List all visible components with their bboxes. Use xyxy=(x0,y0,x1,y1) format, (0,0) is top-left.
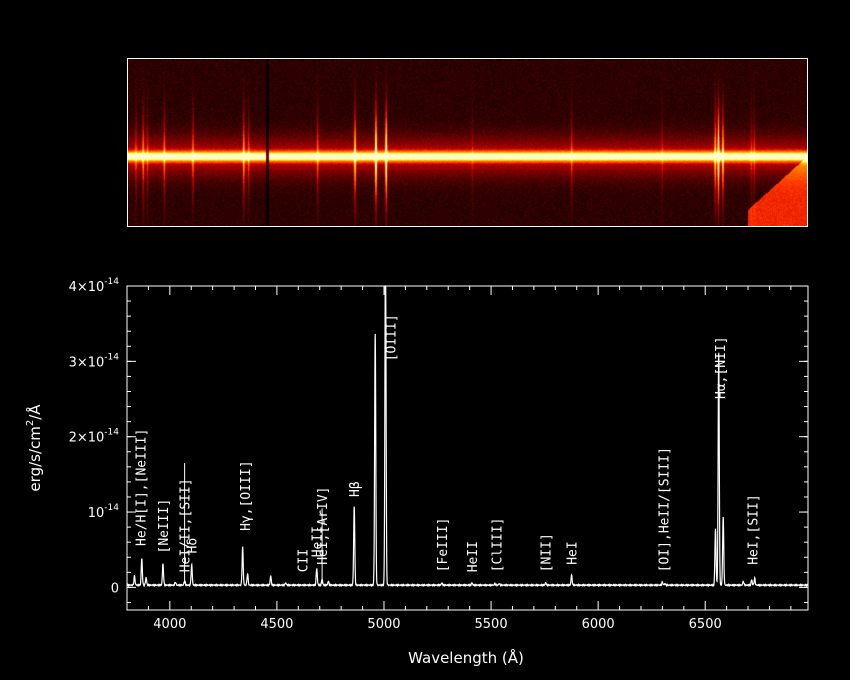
x-tick-label: 5500 xyxy=(475,617,508,632)
line-annotation: [ClIII] xyxy=(490,518,505,573)
line-annotation: Hγ,[OIII] xyxy=(239,460,254,530)
2d-spectrum-image xyxy=(127,58,808,227)
line-annotation: Hδ xyxy=(186,538,201,554)
axis-ticks: 4000 4500 5000 5500 6000 6500 0 10-14 2×10-14 3×1… xyxy=(69,277,808,632)
x-tick-label: 4500 xyxy=(260,617,293,632)
x-tick-label: 6500 xyxy=(689,617,722,632)
line-annotation: Hβ xyxy=(348,481,363,497)
y-tick-label: 4×10-14 xyxy=(69,277,120,295)
line-annotation: [OIII] xyxy=(384,314,399,361)
spectrum-series xyxy=(126,285,809,588)
line-annotation: He/H[I],[NeIII] xyxy=(134,429,149,546)
line-annotation: [OI],HeII/[SIII] xyxy=(658,447,673,572)
line-annotation: [NII] xyxy=(540,533,555,572)
line-annotation: HeI xyxy=(566,541,581,564)
x-axis-label: Wavelength (Å) xyxy=(408,648,524,667)
plot-frame xyxy=(126,285,809,611)
line-annotation: CII xyxy=(297,549,312,572)
line-annotation: HeI,[SII] xyxy=(746,494,761,564)
y-axis-label: erg/s/cm2/Å xyxy=(25,404,44,492)
y-tick-label: 2×10-14 xyxy=(69,428,120,446)
x-tick-label: 6000 xyxy=(582,617,615,632)
y-tick-label: 3×10-14 xyxy=(69,352,120,370)
x-tick-label: 4000 xyxy=(153,617,186,632)
line-annotation: HeI,[ArIV] xyxy=(316,487,331,565)
plot-axes xyxy=(126,285,809,611)
x-tick-label: 5000 xyxy=(367,617,400,632)
line-annotation: [FeIII] xyxy=(436,518,451,573)
line-annotation: HeII xyxy=(466,541,481,572)
line-annotation: HeI/II,[SII] xyxy=(179,478,194,572)
line-annotation: Hα,[NII] xyxy=(714,336,729,399)
line-annotation: [NeIII] xyxy=(157,499,172,554)
line-annotations: He/H[I],[NeIII] [NeIII] HeI/II,[SII]Hδ Hγ,[… xyxy=(134,314,761,584)
2d-spectrum-canvas xyxy=(128,59,807,226)
spectrum-line xyxy=(126,285,809,588)
y-tick-label: 10-14 xyxy=(88,503,120,521)
y-tick-label: 0 xyxy=(111,581,119,596)
